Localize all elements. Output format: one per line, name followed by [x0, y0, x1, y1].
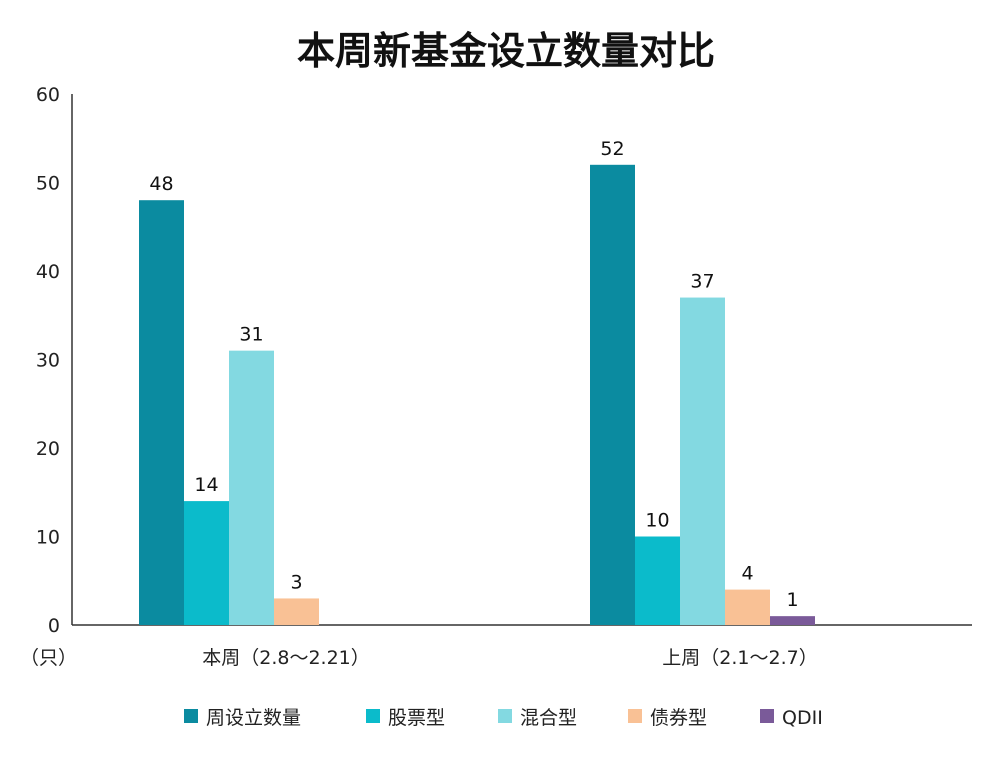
legend-swatch	[498, 709, 512, 723]
legend-item: 周设立数量	[184, 707, 301, 729]
legend-item: 债券型	[628, 707, 707, 729]
bar	[274, 598, 319, 625]
legend-swatch	[366, 709, 380, 723]
legend-label: 周设立数量	[206, 707, 301, 729]
legend-swatch	[184, 709, 198, 723]
legend-item: 混合型	[498, 707, 577, 729]
bar	[680, 297, 725, 625]
data-label: 4	[741, 563, 753, 585]
data-label: 52	[600, 138, 624, 160]
legend-label: QDII	[782, 707, 823, 729]
legend-label: 股票型	[388, 707, 445, 729]
data-label: 3	[290, 571, 302, 593]
bar	[770, 616, 815, 625]
legend-item: 股票型	[366, 707, 445, 729]
y-tick-label: 20	[36, 438, 60, 460]
data-label: 1	[786, 589, 798, 611]
x-category-label: 上周（2.1～2.7）	[662, 647, 817, 669]
data-label: 37	[690, 271, 714, 293]
bar	[139, 200, 184, 625]
bar-group	[139, 164, 815, 626]
bar	[590, 164, 635, 626]
category-label-group: 本周（2.8～2.21） 上周（2.1～2.7）	[202, 647, 817, 669]
data-label: 10	[645, 510, 669, 532]
x-category-label: 本周（2.8～2.21）	[202, 647, 370, 669]
data-label: 48	[149, 173, 173, 195]
y-axis: 0 10 20 30 40 50 60	[36, 84, 73, 637]
legend-swatch	[628, 709, 642, 723]
legend-label: 混合型	[520, 707, 577, 729]
bar	[725, 589, 770, 625]
y-tick-label: 50	[36, 173, 60, 195]
bar	[635, 536, 680, 625]
y-tick-label: 60	[36, 84, 60, 106]
data-label: 14	[194, 474, 218, 496]
data-label-group: 48 14 31 3 52 10 37 4 1	[149, 138, 798, 611]
legend-label: 债券型	[650, 707, 707, 729]
y-tick-label: 30	[36, 350, 60, 372]
chart-title: 本周新基金设立数量对比	[297, 29, 715, 73]
legend-item: QDII	[760, 707, 823, 729]
legend-swatch	[760, 709, 774, 723]
y-tick-label: 0	[48, 615, 60, 637]
bar	[229, 350, 274, 625]
data-label: 31	[239, 324, 263, 346]
y-tick-label: 10	[36, 527, 60, 549]
y-tick-label: 40	[36, 261, 60, 283]
legend: 周设立数量 股票型 混合型 债券型 QDII	[184, 707, 823, 729]
y-unit-label: （只）	[20, 647, 77, 669]
bar	[184, 501, 229, 625]
